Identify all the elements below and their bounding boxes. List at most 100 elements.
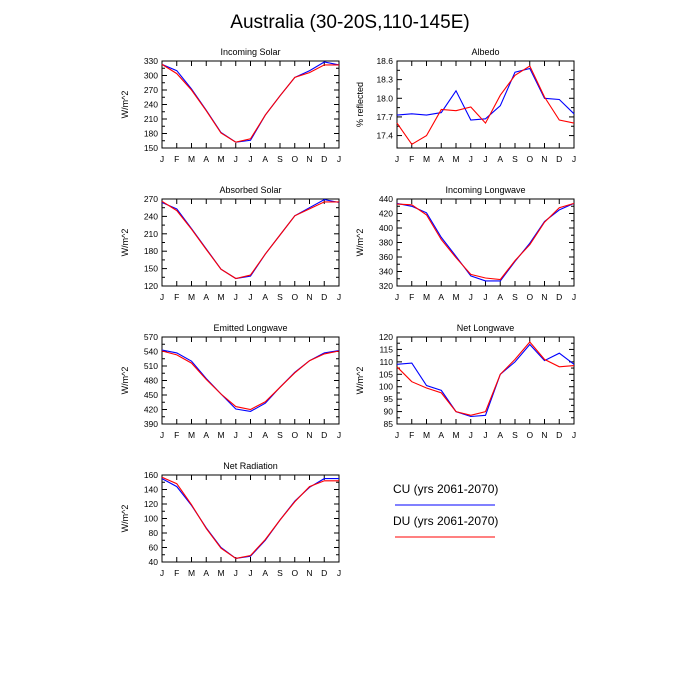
x-tick-label: J <box>469 154 473 164</box>
x-tick-label: D <box>556 154 562 164</box>
x-tick-label: J <box>234 154 238 164</box>
x-tick-label: M <box>452 154 459 164</box>
y-tick-label: 115 <box>379 344 393 354</box>
x-tick-label: A <box>497 430 503 440</box>
panel-incoming-longwave: Incoming Longwave W/m^2 320 340 360 380 400 420… <box>355 185 576 302</box>
x-tick-label: J <box>337 568 341 578</box>
x-tick-label: M <box>423 154 430 164</box>
series-line-du-incoming-solar <box>161 63 339 143</box>
x-tick-label: N <box>306 430 312 440</box>
x-tick-label: J <box>248 430 252 440</box>
y-tick-label: 210 <box>144 114 158 124</box>
x-tick-label: S <box>512 292 518 302</box>
legend-label-1: DU (yrs 2061-2070) <box>393 514 498 528</box>
x-tick-label: O <box>526 430 533 440</box>
x-tick-label: J <box>395 430 399 440</box>
x-tick-label: M <box>452 430 459 440</box>
x-tick-label: F <box>409 292 414 302</box>
x-tick-label: A <box>203 292 209 302</box>
y-tick-label: 400 <box>379 223 393 233</box>
panel-title-incoming-longwave: Incoming Longwave <box>445 185 525 195</box>
y-tick-label: 440 <box>379 194 393 204</box>
x-tick-label: J <box>234 292 238 302</box>
series-line-cu-incoming-longwave <box>396 202 575 282</box>
x-tick-label: A <box>203 568 209 578</box>
x-tick-label: J <box>469 292 473 302</box>
x-tick-label: O <box>291 154 298 164</box>
x-tick-label: S <box>512 430 518 440</box>
plot-frame-absorbed-solar <box>161 198 340 287</box>
y-tick-label: 85 <box>384 419 394 429</box>
x-tick-label: F <box>174 568 179 578</box>
x-tick-label: F <box>174 292 179 302</box>
y-tick-label: 380 <box>379 238 393 248</box>
series-line-du-incoming-longwave <box>396 202 575 281</box>
x-tick-label: J <box>160 292 164 302</box>
y-tick-label: 120 <box>144 281 158 291</box>
y-tick-label: 120 <box>379 332 393 342</box>
y-tick-label: 17.7 <box>376 112 393 122</box>
x-tick-label: A <box>262 430 268 440</box>
y-tick-label: 90 <box>384 407 394 417</box>
series-line-du-net-longwave <box>396 341 575 416</box>
series-line-cu-absorbed-solar <box>161 199 340 280</box>
y-tick-label: 510 <box>144 361 158 371</box>
x-tick-label: F <box>174 430 179 440</box>
series-line-du-absorbed-solar <box>161 200 339 280</box>
panel-emitted-longwave: Emitted Longwave W/m^2 390 420 450 480 510 540 5… <box>120 323 341 440</box>
y-axis-label-albedo: % reflected <box>355 82 365 127</box>
x-tick-label: A <box>497 292 503 302</box>
x-tick-label: S <box>512 154 518 164</box>
x-tick-label: N <box>541 292 547 302</box>
x-tick-label: M <box>217 292 224 302</box>
x-tick-label: A <box>262 292 268 302</box>
x-tick-label: A <box>203 430 209 440</box>
x-tick-label: A <box>438 154 444 164</box>
y-axis-label-net-radiation: W/m^2 <box>120 505 130 533</box>
x-tick-label: A <box>262 154 268 164</box>
y-tick-label: 95 <box>384 394 394 404</box>
x-tick-label: A <box>438 292 444 302</box>
y-tick-label: 140 <box>144 485 158 495</box>
series-line-du-net-radiation <box>161 476 339 559</box>
y-axis-label-net-longwave: W/m^2 <box>355 367 365 395</box>
x-tick-label: J <box>483 154 487 164</box>
x-tick-label: F <box>409 430 414 440</box>
x-tick-label: S <box>277 154 283 164</box>
x-tick-label: J <box>572 430 576 440</box>
x-tick-label: J <box>248 568 252 578</box>
y-tick-label: 450 <box>144 390 158 400</box>
x-tick-label: J <box>483 430 487 440</box>
x-tick-label: N <box>306 154 312 164</box>
x-tick-label: M <box>217 568 224 578</box>
series-line-du-albedo <box>396 65 575 146</box>
x-tick-label: J <box>234 430 238 440</box>
series-line-du-emitted-longwave <box>161 350 340 411</box>
y-tick-label: 420 <box>379 209 393 219</box>
x-tick-label: O <box>291 430 298 440</box>
y-tick-label: 340 <box>379 267 393 277</box>
y-tick-label: 18.6 <box>376 56 393 66</box>
y-axis-label-absorbed-solar: W/m^2 <box>120 229 130 257</box>
series-line-cu-net-radiation <box>161 478 339 559</box>
x-tick-label: S <box>277 568 283 578</box>
x-tick-label: J <box>160 154 164 164</box>
legend-label-0: CU (yrs 2061-2070) <box>393 482 498 496</box>
x-tick-label: M <box>452 292 459 302</box>
panel-title-incoming-solar: Incoming Solar <box>220 47 280 57</box>
x-tick-label: J <box>469 430 473 440</box>
legend: CU (yrs 2061-2070) DU (yrs 2061-2070) <box>393 482 498 538</box>
y-tick-label: 18.0 <box>376 93 393 103</box>
x-tick-label: J <box>483 292 487 302</box>
panel-title-albedo: Albedo <box>471 47 499 57</box>
x-tick-label: J <box>337 292 341 302</box>
x-tick-label: A <box>262 568 268 578</box>
series-line-cu-net-longwave <box>396 343 575 418</box>
plot-frame-albedo <box>396 60 575 149</box>
y-tick-label: 240 <box>144 100 158 110</box>
y-tick-label: 110 <box>379 357 393 367</box>
x-tick-label: J <box>337 430 341 440</box>
